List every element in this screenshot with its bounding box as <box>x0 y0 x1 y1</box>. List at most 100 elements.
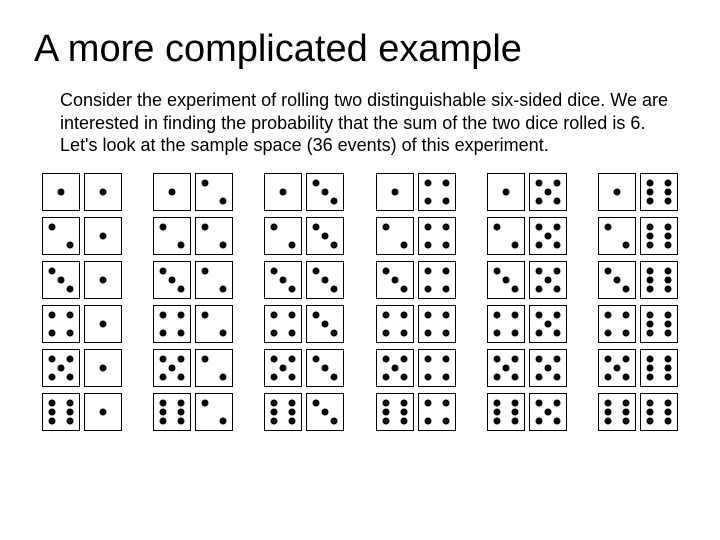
pip <box>535 197 542 204</box>
pip <box>647 188 654 195</box>
pip <box>48 417 55 424</box>
pip <box>511 417 518 424</box>
dice-pair <box>483 393 570 431</box>
pip <box>201 355 208 362</box>
pip <box>99 320 106 327</box>
pip <box>400 329 407 336</box>
dice-pair <box>149 349 236 387</box>
die-left <box>42 173 80 211</box>
pip <box>623 373 630 380</box>
pip <box>57 364 64 371</box>
pip <box>442 267 449 274</box>
dice-pair <box>38 261 125 299</box>
pip <box>201 267 208 274</box>
die-right <box>84 261 122 299</box>
pip <box>382 408 389 415</box>
pip <box>424 373 431 380</box>
pip <box>647 223 654 230</box>
pip <box>502 188 509 195</box>
pip <box>48 267 55 274</box>
dice-pair <box>261 217 348 255</box>
pip <box>535 285 542 292</box>
dice-pair <box>372 173 459 211</box>
pip <box>99 232 106 239</box>
pip <box>219 241 226 248</box>
pip <box>271 329 278 336</box>
pip <box>605 223 612 230</box>
pip <box>271 311 278 318</box>
die-left <box>264 349 302 387</box>
pip <box>177 329 184 336</box>
dice-pair <box>483 305 570 343</box>
pip <box>177 311 184 318</box>
pip <box>502 364 509 371</box>
die-right <box>529 261 567 299</box>
pip <box>177 417 184 424</box>
pip <box>665 223 672 230</box>
dice-pair <box>149 173 236 211</box>
die-left <box>487 305 525 343</box>
pip <box>391 276 398 283</box>
pip <box>665 417 672 424</box>
pip <box>382 399 389 406</box>
pip <box>382 355 389 362</box>
die-left <box>264 173 302 211</box>
pip <box>289 417 296 424</box>
pip <box>647 311 654 318</box>
pip <box>665 197 672 204</box>
pip <box>544 320 551 327</box>
pip <box>511 285 518 292</box>
pip <box>535 179 542 186</box>
die-left <box>264 305 302 343</box>
dice-pair <box>149 217 236 255</box>
die-right <box>195 173 233 211</box>
pip <box>382 267 389 274</box>
die-right <box>306 217 344 255</box>
pip <box>99 188 106 195</box>
pip <box>553 241 560 248</box>
pip <box>271 408 278 415</box>
pip <box>400 373 407 380</box>
pip <box>48 223 55 230</box>
pip <box>219 329 226 336</box>
die-left <box>487 349 525 387</box>
pip <box>511 408 518 415</box>
dice-pair <box>483 349 570 387</box>
pip <box>511 329 518 336</box>
die-right <box>418 305 456 343</box>
pip <box>289 311 296 318</box>
pip <box>623 311 630 318</box>
pip <box>424 197 431 204</box>
pip <box>159 399 166 406</box>
pip <box>442 179 449 186</box>
pip <box>280 188 287 195</box>
pip <box>382 329 389 336</box>
pip <box>289 373 296 380</box>
pip <box>544 408 551 415</box>
die-left <box>153 261 191 299</box>
dice-pair <box>372 261 459 299</box>
dice-pair <box>261 261 348 299</box>
pip <box>647 408 654 415</box>
pip <box>382 311 389 318</box>
pip <box>442 285 449 292</box>
pip <box>553 355 560 362</box>
pip <box>544 232 551 239</box>
pip <box>400 399 407 406</box>
pip <box>511 399 518 406</box>
pip <box>289 285 296 292</box>
pip <box>322 408 329 415</box>
pip <box>493 311 500 318</box>
pip <box>623 408 630 415</box>
pip <box>665 188 672 195</box>
pip <box>493 355 500 362</box>
die-right <box>306 393 344 431</box>
pip <box>605 355 612 362</box>
dice-pair <box>595 393 682 431</box>
pip <box>219 373 226 380</box>
pip <box>647 364 654 371</box>
dice-pair <box>38 349 125 387</box>
dice-pair <box>38 393 125 431</box>
pip <box>605 329 612 336</box>
pip <box>424 179 431 186</box>
